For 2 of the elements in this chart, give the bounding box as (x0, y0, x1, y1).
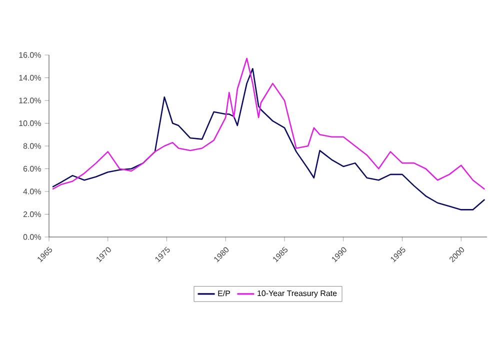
line-series (52, 68, 486, 210)
line-series (52, 58, 486, 190)
